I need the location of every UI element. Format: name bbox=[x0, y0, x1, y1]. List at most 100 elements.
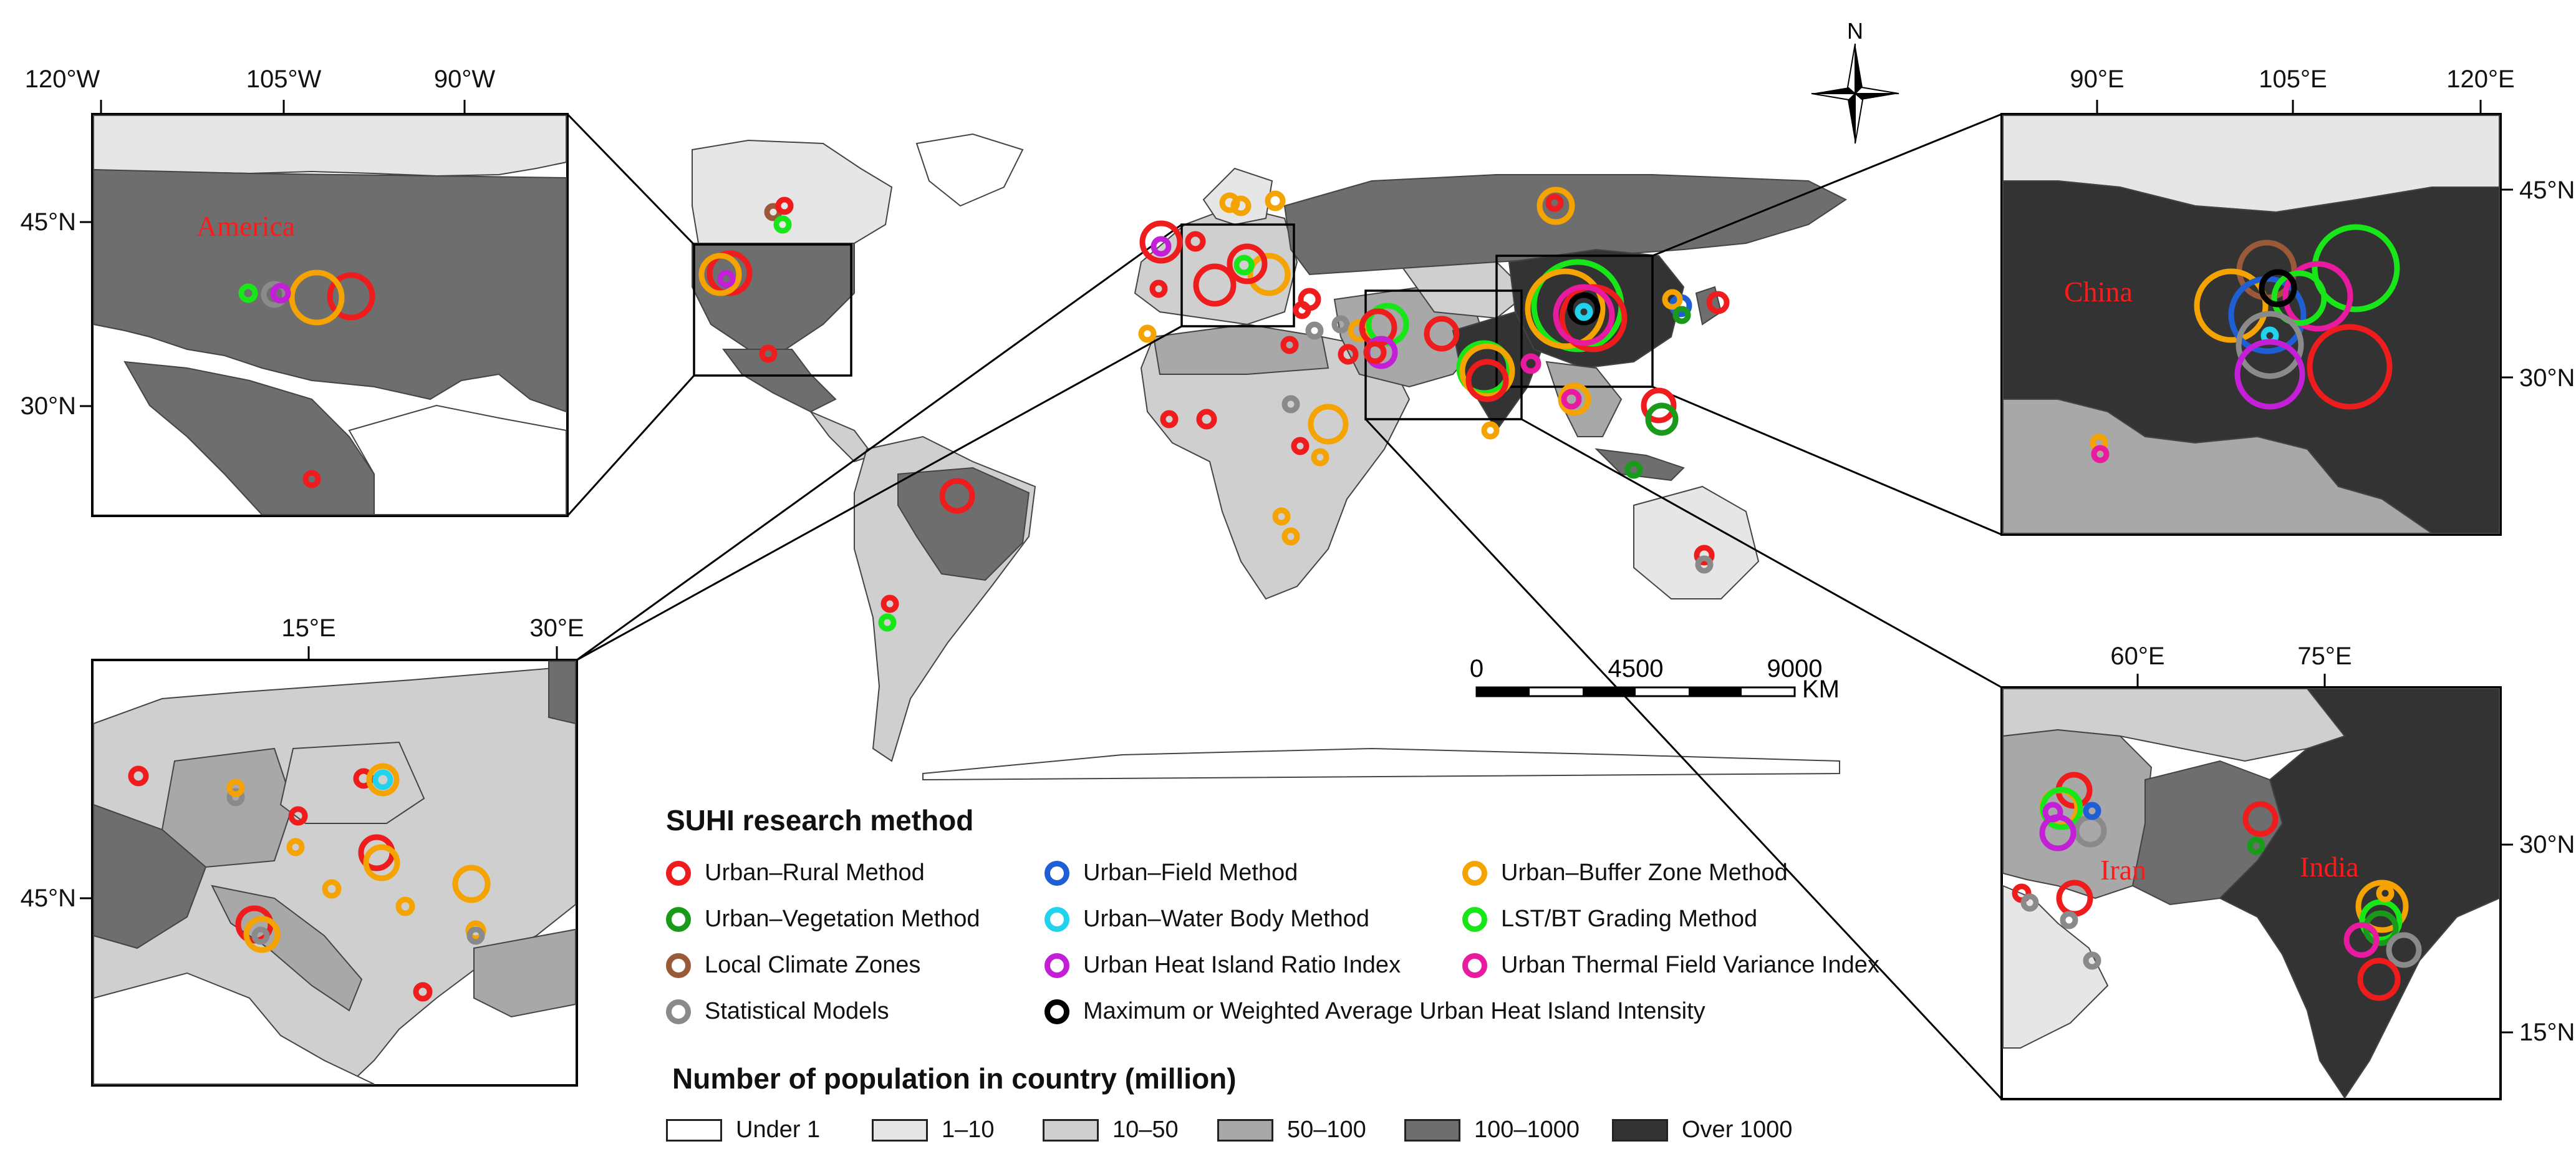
population-legend-title: Number of population in country (million… bbox=[672, 1062, 1237, 1095]
method-legend-item: Maximum or Weighted Average Urban Heat I… bbox=[1044, 998, 1705, 1025]
method-ring-icon bbox=[1044, 906, 1069, 932]
marker-statistical bbox=[226, 788, 245, 807]
marker-statistical bbox=[2083, 951, 2101, 970]
marker-urban-buffer bbox=[1459, 343, 1515, 399]
population-swatch bbox=[1612, 1118, 1668, 1142]
inset-china-lon-tick-1: 90°E bbox=[2070, 65, 2124, 93]
landmass-north-africa bbox=[1152, 323, 1329, 375]
population-legend-item: 10–50 bbox=[1043, 1117, 1179, 1143]
method-legend-label: Maximum or Weighted Average Urban Heat I… bbox=[1083, 998, 1705, 1024]
marker-urban-rural bbox=[1196, 409, 1217, 430]
marker-urban-buffer bbox=[1481, 421, 1500, 440]
population-legend-item: Over 1000 bbox=[1612, 1117, 1792, 1143]
population-legend-label: 1–10 bbox=[942, 1117, 995, 1143]
population-swatch bbox=[1404, 1118, 1460, 1142]
population-swatch bbox=[872, 1118, 928, 1142]
method-ring-icon bbox=[1462, 860, 1487, 886]
marker-urban-rural bbox=[1280, 336, 1299, 354]
marker-lst bbox=[238, 283, 258, 303]
marker-urban-buffer bbox=[1536, 187, 1575, 225]
marker-urban-field bbox=[2083, 802, 2101, 820]
method-legend-item: Urban–Water Body Method bbox=[1044, 906, 1369, 933]
inset-europe-lon-tick-2: 30°E bbox=[529, 614, 584, 642]
marker-urban-rural bbox=[880, 594, 899, 613]
marker-uhi-ratio bbox=[1520, 353, 1541, 374]
scale-label-9000: 9000 bbox=[1767, 655, 1823, 682]
method-legend-item: Local Climate Zones bbox=[666, 952, 920, 979]
marker-urban-buffer bbox=[1272, 507, 1291, 526]
marker-utfvi bbox=[2343, 922, 2380, 958]
marker-urban-rural bbox=[775, 196, 794, 215]
method-legend-item: Urban–Field Method bbox=[1044, 860, 1298, 886]
method-legend-item: Urban Heat Island Ratio Index bbox=[1044, 952, 1401, 979]
inset-europe-turkey bbox=[473, 928, 576, 1018]
marker-utfvi bbox=[2282, 261, 2353, 332]
marker-urban-buffer bbox=[1662, 289, 1683, 310]
zoom-box-america bbox=[693, 243, 852, 377]
marker-urban-rural bbox=[1338, 344, 1359, 365]
inset-europe-lat-tick-1: 45°N bbox=[21, 885, 76, 912]
inset-america-lon-tick-3: 90°W bbox=[434, 65, 495, 93]
population-swatch bbox=[1043, 1118, 1099, 1142]
population-legend-label: 50–100 bbox=[1287, 1117, 1366, 1143]
marker-urban-buffer bbox=[1281, 527, 1300, 546]
marker-urban-buffer bbox=[226, 778, 245, 797]
marker-urban-rural bbox=[413, 982, 433, 1002]
scale-label-4500: 4500 bbox=[1608, 655, 1664, 682]
marker-urban-rural bbox=[1363, 341, 1387, 364]
inset-america-canada bbox=[93, 115, 567, 177]
marker-urban-buffer bbox=[1308, 404, 1349, 445]
marker-water bbox=[1575, 303, 1593, 321]
population-legend-item: 100–1000 bbox=[1404, 1117, 1580, 1143]
marker-max-uhi bbox=[2259, 269, 2297, 308]
marker-urban-buffer bbox=[1247, 253, 1291, 296]
marker-statistical bbox=[2236, 311, 2304, 379]
population-legend-label: 10–50 bbox=[1112, 1117, 1179, 1143]
marker-veg bbox=[1645, 402, 1679, 436]
marker-uhi-ratio bbox=[717, 269, 736, 288]
marker-statistical bbox=[466, 926, 485, 945]
method-ring-icon bbox=[1044, 953, 1069, 978]
marker-statistical bbox=[1331, 315, 1350, 334]
marker-lst bbox=[773, 215, 792, 234]
inset-india-lat-tick-1: 30°N bbox=[2519, 831, 2575, 858]
landmass-mexico bbox=[722, 349, 837, 413]
marker-statistical bbox=[2020, 893, 2039, 912]
marker-urban-rural bbox=[1694, 545, 1715, 566]
marker-statistical bbox=[251, 926, 270, 945]
landmass-brazil bbox=[897, 467, 1030, 581]
marker-urban-rural bbox=[1291, 437, 1310, 455]
marker-statistical bbox=[2060, 911, 2078, 929]
method-legend-item: Urban–Rural Method bbox=[666, 860, 925, 886]
inset-america-lat-tick-2: 30°N bbox=[21, 392, 76, 420]
marker-lst bbox=[2040, 787, 2083, 830]
marker-urban-buffer bbox=[395, 896, 415, 916]
marker-urban-rural bbox=[759, 344, 778, 363]
population-legend-label: Under 1 bbox=[736, 1117, 821, 1143]
inset-europe-poland bbox=[279, 741, 425, 824]
inset-china-lat-tick-2: 30°N bbox=[2519, 364, 2575, 392]
scale-unit: KM bbox=[1802, 676, 1840, 703]
landmass-australia bbox=[1633, 485, 1760, 599]
method-legend-item: LST/BT Grading Method bbox=[1462, 906, 1757, 933]
marker-urban-buffer bbox=[2355, 880, 2409, 933]
marker-statistical bbox=[1695, 555, 1714, 574]
method-ring-icon bbox=[666, 906, 691, 932]
marker-urban-rural bbox=[2307, 324, 2393, 410]
inset-china: China 90°E 105°E 120°E 45°N 30°N bbox=[2000, 65, 2575, 536]
marker-uhi-ratio bbox=[2234, 339, 2305, 410]
method-legend-item: Statistical Models bbox=[666, 998, 889, 1025]
landmass-russia bbox=[1283, 174, 1847, 276]
marker-uhi-ratio bbox=[2039, 814, 2077, 851]
marker-urban-rural bbox=[2357, 958, 2401, 1001]
north-arrow-icon bbox=[1811, 43, 1899, 144]
marker-urban-rural bbox=[1139, 220, 1183, 264]
inset-india-lon-tick-2: 75°E bbox=[2297, 643, 2352, 670]
landmass-antarctica bbox=[922, 747, 1840, 781]
marker-veg bbox=[1672, 306, 1691, 324]
method-ring-icon bbox=[1044, 999, 1069, 1024]
inset-china-lon-tick-2: 105°E bbox=[2259, 65, 2327, 93]
landmass-southeast-asia bbox=[1545, 361, 1623, 437]
population-swatch bbox=[666, 1118, 722, 1142]
north-arrow-label: N bbox=[1847, 18, 1863, 44]
